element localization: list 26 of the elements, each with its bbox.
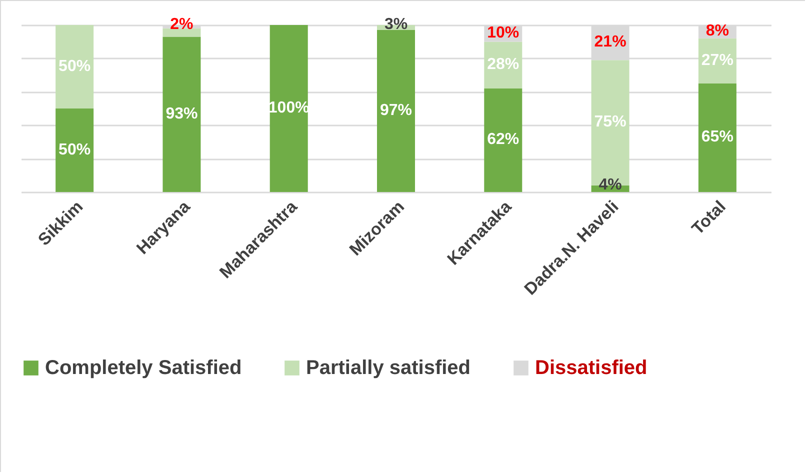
bar bbox=[484, 88, 522, 192]
data-label: 97% bbox=[380, 102, 412, 120]
data-label: 50% bbox=[58, 58, 91, 75]
bar bbox=[698, 83, 736, 192]
data-label: 28% bbox=[487, 56, 520, 74]
data-label: 65% bbox=[701, 128, 734, 146]
bar bbox=[270, 25, 308, 192]
data-label: 62% bbox=[487, 131, 520, 148]
bar bbox=[162, 36, 201, 192]
data-label: 27% bbox=[701, 52, 734, 69]
bar bbox=[377, 30, 415, 192]
bar bbox=[56, 108, 94, 192]
data-label: 21% bbox=[594, 34, 626, 51]
data-label: 93% bbox=[166, 105, 198, 122]
legend-label: Completely Satisfied bbox=[45, 357, 242, 379]
data-label: 4% bbox=[598, 176, 622, 194]
data-label: 50% bbox=[58, 141, 91, 158]
bar bbox=[162, 28, 201, 37]
data-label: 3% bbox=[384, 16, 408, 33]
data-label: 10% bbox=[487, 24, 520, 42]
legend-label: Dissatisfied bbox=[535, 357, 648, 379]
legend-label: Partially satisfied bbox=[306, 357, 471, 379]
bar bbox=[56, 25, 94, 108]
data-label: 8% bbox=[706, 22, 729, 40]
data-label: 2% bbox=[170, 16, 194, 33]
data-label: 75% bbox=[594, 114, 626, 131]
